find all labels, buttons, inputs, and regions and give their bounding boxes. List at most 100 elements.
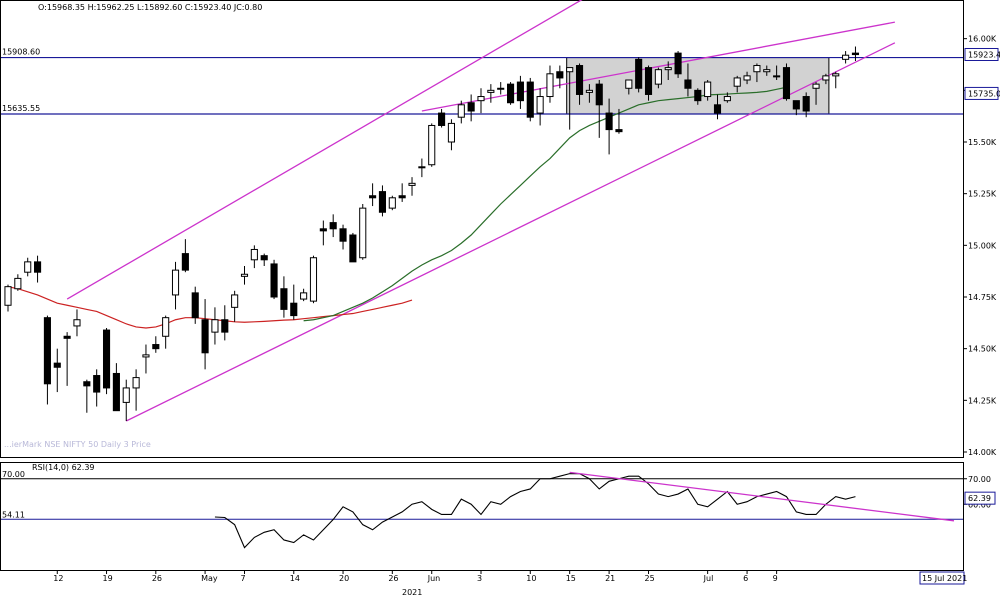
- candle-body: [211, 319, 219, 333]
- ma-slow-line: [303, 86, 787, 322]
- candle-body: [112, 372, 120, 412]
- candle-body: [477, 96, 485, 102]
- candle-body: [753, 65, 761, 73]
- candle-body: [674, 52, 682, 75]
- x-tick-label: 9: [773, 574, 778, 583]
- candle-body: [339, 228, 347, 242]
- candle-body: [713, 104, 722, 114]
- candle-body: [142, 354, 150, 358]
- candle-body: [152, 344, 160, 350]
- y-tick-label: 16.00K: [968, 35, 997, 44]
- candle-body: [694, 89, 702, 102]
- candle-body: [812, 83, 820, 89]
- rsi-y-tick-label: 60.00: [968, 500, 991, 509]
- rsi-level-label: 70.00: [2, 470, 25, 479]
- rsi-line: [214, 473, 856, 549]
- candle-body: [122, 387, 130, 403]
- y-tick-label: 15.00K: [968, 241, 997, 250]
- ma-fast-line: [7, 286, 413, 329]
- rsi-current-label: 62.39: [968, 494, 991, 503]
- x-tick-label: 12: [53, 574, 63, 583]
- candle-body: [497, 87, 505, 90]
- candle-body: [14, 277, 22, 290]
- candle-body: [704, 81, 712, 98]
- candle-body: [24, 261, 32, 273]
- candle-body: [132, 377, 140, 389]
- candle-body: [221, 319, 229, 333]
- candle-body: [842, 54, 850, 60]
- y-tick-label: 14.50K: [968, 345, 997, 354]
- price-tag-label: 15923.4: [968, 50, 1000, 59]
- candle-body: [526, 81, 534, 118]
- channel-line: [66, 0, 583, 300]
- candle-body: [34, 261, 42, 273]
- candle-body: [447, 122, 455, 143]
- candle-body: [605, 112, 613, 131]
- x-tick-label: May: [201, 574, 218, 583]
- candle-body: [171, 269, 180, 296]
- candle-body: [408, 182, 416, 186]
- candle-body: [329, 222, 337, 230]
- candle-body: [595, 83, 603, 106]
- candle-body: [467, 102, 475, 112]
- candle-body: [73, 319, 81, 327]
- candle-body: [635, 58, 643, 89]
- price-panel-frame: [0, 0, 964, 458]
- price-tag-label: 15735.0: [968, 89, 1000, 98]
- x-tick-label: 6: [743, 574, 748, 583]
- candle-body: [507, 83, 515, 104]
- x-tick-label: 3: [477, 574, 482, 583]
- candle-body: [369, 195, 377, 199]
- price-level-label: 15908.60: [2, 48, 40, 57]
- candle-body: [536, 96, 544, 114]
- x-tick-label: 10: [526, 574, 536, 583]
- candle-body: [102, 329, 111, 389]
- candle-body: [201, 319, 209, 354]
- rsi-current-tag: [964, 491, 996, 505]
- channel-line: [125, 42, 896, 422]
- x-tick-label: 26: [388, 574, 398, 583]
- candle-body: [832, 73, 840, 77]
- candle-body: [240, 273, 249, 277]
- x-tick-label: 25: [645, 574, 655, 583]
- rsi-label: RSI(14,0) 62.39: [32, 463, 95, 472]
- candle-body: [773, 75, 781, 78]
- x-tick-label: Jun: [427, 574, 441, 583]
- price-level-label: 15635.55: [2, 104, 40, 113]
- candle-body: [93, 375, 101, 393]
- candle-body: [359, 207, 367, 259]
- candle-body: [802, 96, 810, 112]
- candle-body: [388, 197, 396, 209]
- x-tick-label: 7: [241, 574, 246, 583]
- ohlc-header: O:15968.35 H:15962.25 L:15892.60 C:15923…: [38, 3, 262, 12]
- candle-body: [280, 288, 288, 310]
- rsi-y-tick-label: 70.00: [968, 475, 991, 484]
- candle-body: [418, 166, 426, 169]
- candle-body: [181, 253, 189, 271]
- channel-line: [421, 21, 895, 112]
- candle-body: [743, 75, 751, 81]
- date-box: [919, 571, 965, 585]
- candle-body: [625, 79, 633, 89]
- x-tick-label: 19: [103, 574, 113, 583]
- rsi-level-label: 54.11: [2, 510, 25, 519]
- candle-body: [457, 104, 465, 118]
- candle-body: [585, 89, 593, 93]
- candle-body: [398, 195, 406, 199]
- x-tick-label: 26: [152, 574, 162, 583]
- candle-body: [300, 292, 308, 300]
- candle-body: [654, 69, 662, 85]
- candle-body: [378, 191, 387, 213]
- y-tick-label: 14.75K: [968, 293, 997, 302]
- y-tick-label: 15.50K: [968, 138, 997, 147]
- candle-body: [615, 129, 623, 133]
- candle-body: [231, 294, 239, 308]
- x-tick-label: 20: [339, 574, 349, 583]
- candle-body: [516, 81, 524, 102]
- candle-body: [191, 292, 199, 319]
- candle-body: [83, 381, 91, 387]
- candle-body: [575, 65, 584, 95]
- candle-body: [723, 96, 731, 102]
- candle-body: [851, 52, 860, 56]
